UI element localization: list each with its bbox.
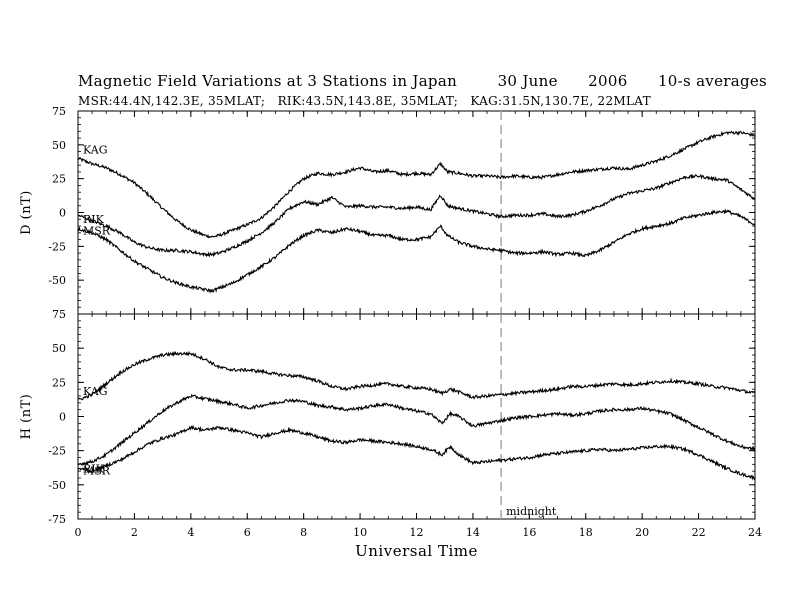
xtick-label: 10 — [353, 526, 367, 539]
panel-2-frame — [77, 313, 756, 520]
series-line-msr — [77, 208, 756, 294]
panel-2-label-kag: KAG — [83, 385, 108, 398]
series-line-kag — [77, 350, 756, 401]
panel-1-ytick-label: 25 — [52, 173, 66, 186]
panel-2-ytick-label: 25 — [52, 376, 66, 389]
panel-1-label-rik: RIK — [83, 213, 105, 226]
panel-1-ytick-label: 0 — [59, 207, 66, 220]
panel-1-ytick-label: 50 — [52, 139, 66, 152]
panel-1-ytick-label: -50 — [48, 274, 66, 287]
xtick-label: 6 — [244, 526, 251, 539]
panel-1-ytick-label: -25 — [48, 240, 66, 253]
panel-2-ytick-label: -25 — [48, 445, 66, 458]
panel-1-label-msr: MSR — [83, 225, 111, 238]
xtick-label: 20 — [635, 526, 649, 539]
series-line-kag — [77, 130, 756, 239]
xtick-label: 24 — [748, 526, 762, 539]
xtick-label: 12 — [410, 526, 424, 539]
xtick-label: 16 — [522, 526, 536, 539]
series-line-rik — [77, 173, 756, 258]
panel-2-label-msr: MSR — [83, 464, 111, 477]
panel-1-label-kag: KAG — [83, 143, 108, 156]
panel-1-frame — [77, 110, 756, 315]
panel-2-label-rik: RIK — [83, 462, 105, 475]
series-line-rik — [77, 393, 756, 467]
panel-2-ytick-label: 50 — [52, 342, 66, 355]
panel-1-ytick-label: 75 — [52, 105, 66, 118]
xtick-label: 0 — [75, 526, 82, 539]
xtick-label: 14 — [466, 526, 480, 539]
xtick-label: 18 — [579, 526, 593, 539]
panel-2-ytick-label: 0 — [59, 411, 66, 424]
panel-1-ylabel: D (nT) — [19, 190, 34, 235]
xtick-label: 8 — [300, 526, 307, 539]
xtick-label: 2 — [131, 526, 138, 539]
xaxis-label: Universal Time — [355, 542, 478, 560]
xtick-label: 4 — [187, 526, 194, 539]
midnight-annotation: midnight — [506, 505, 557, 518]
series-line-msr — [77, 425, 756, 481]
xtick-label: 22 — [692, 526, 706, 539]
station-info-subtitle: MSR:44.4N,142.3E, 35MLAT; RIK:43.5N,143.… — [78, 94, 651, 108]
panel-2-ytick-label: 75 — [52, 308, 66, 321]
panel-2-ytick-label: -50 — [48, 479, 66, 492]
chart-title: Magnetic Field Variations at 3 Stations … — [78, 72, 768, 90]
panel-2-ytick-label: -75 — [48, 513, 66, 526]
panel-2-ylabel: H (nT) — [19, 394, 34, 440]
